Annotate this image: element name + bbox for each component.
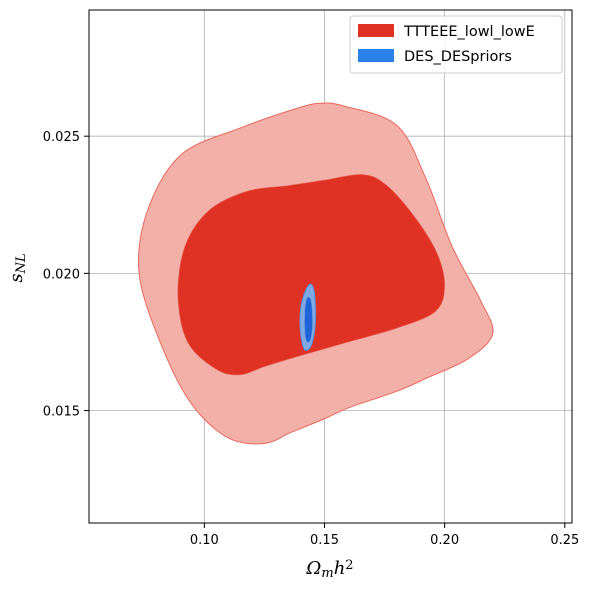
legend-swatch-des bbox=[358, 49, 394, 62]
x-tick-label-2: 0.20 bbox=[430, 533, 459, 548]
y-tick-label-2: 0.025 bbox=[43, 130, 80, 145]
ttteee-contour-inner bbox=[177, 174, 445, 376]
x-tick-label-0: 0.10 bbox=[190, 533, 219, 548]
x-axis-label-text: Ωmh2 bbox=[305, 558, 353, 581]
contour-layer bbox=[137, 102, 494, 445]
plot-frame bbox=[88, 9, 573, 524]
legend: TTTEEE_lowl_lowE DES_DESpriors bbox=[349, 15, 563, 74]
x-tick-label-1: 0.15 bbox=[310, 533, 339, 548]
x-axis-label: Ωmh2 bbox=[305, 558, 353, 581]
axis-ticks: 0.10 0.15 0.20 0.25 0.015 0.020 0.025 bbox=[43, 130, 579, 548]
y-tick-label-0: 0.015 bbox=[43, 405, 80, 420]
y-tick-label-1: 0.020 bbox=[43, 267, 80, 282]
legend-box bbox=[349, 15, 563, 74]
legend-label-ttteee: TTTEEE_lowl_lowE bbox=[403, 24, 535, 40]
legend-label-des: DES_DESpriors bbox=[404, 49, 512, 65]
y-axis-label: sNL bbox=[6, 253, 29, 282]
legend-swatch-ttteee bbox=[358, 24, 394, 37]
x-tick-label-3: 0.25 bbox=[550, 533, 579, 548]
y-axis-label-text: sNL bbox=[6, 253, 29, 282]
des-contour-inner bbox=[304, 296, 313, 343]
